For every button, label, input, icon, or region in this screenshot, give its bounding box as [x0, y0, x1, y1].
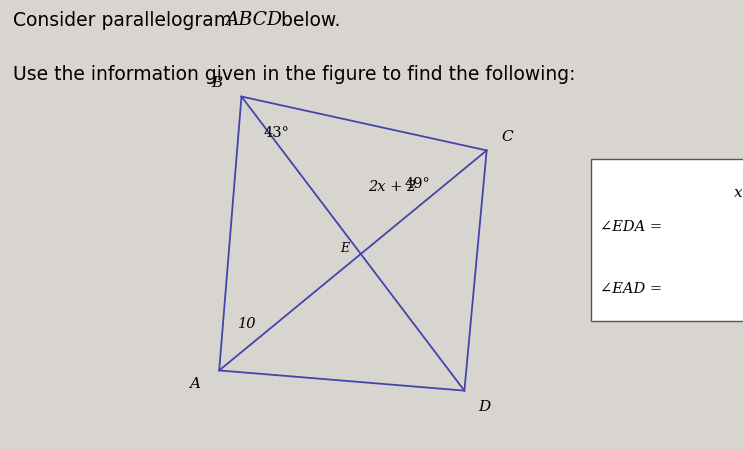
Text: x: x [734, 186, 743, 200]
Text: 49°: 49° [405, 177, 431, 191]
Text: D: D [478, 400, 490, 414]
Text: ∠EDA =: ∠EDA = [600, 220, 662, 234]
Text: Use the information given in the figure to find the following:: Use the information given in the figure … [13, 65, 576, 84]
Text: A: A [189, 377, 201, 391]
Text: below.: below. [275, 11, 340, 30]
Text: C: C [502, 130, 513, 144]
FancyBboxPatch shape [591, 159, 743, 321]
Text: ABCD: ABCD [225, 11, 282, 29]
Text: 43°: 43° [264, 126, 290, 140]
Text: E: E [340, 242, 349, 255]
Text: 10: 10 [238, 317, 256, 331]
Text: B: B [212, 76, 223, 90]
Text: 2x + 2: 2x + 2 [368, 180, 416, 194]
Text: Consider parallelogram: Consider parallelogram [13, 11, 239, 30]
Text: ∠EAD =: ∠EAD = [600, 282, 662, 296]
